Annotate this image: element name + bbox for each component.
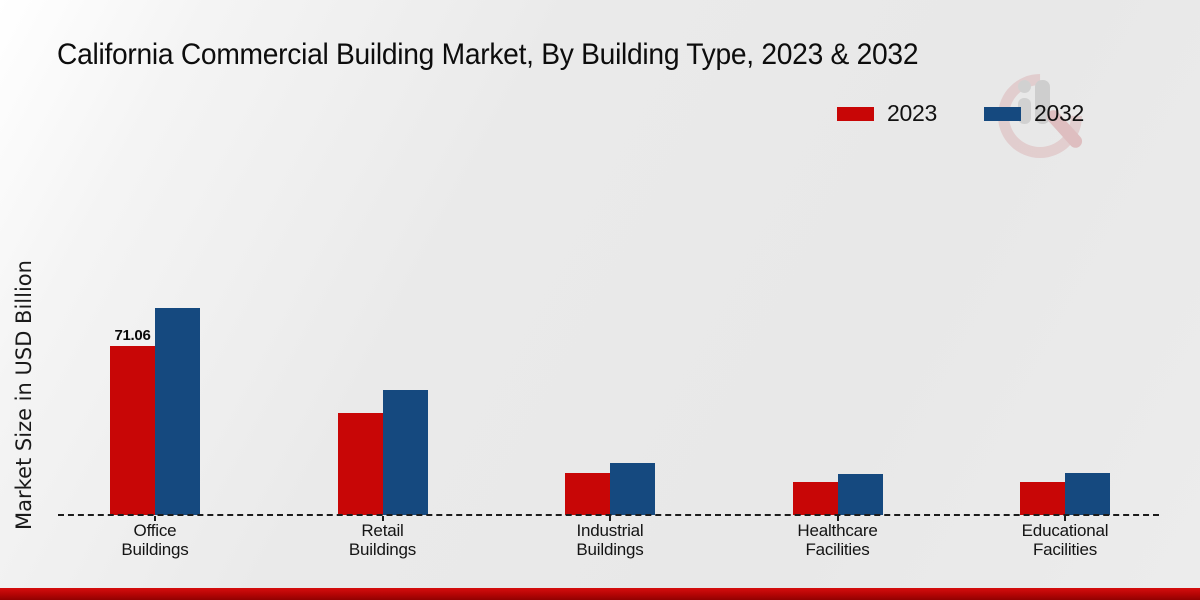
legend-swatch-2032-icon <box>983 106 1021 121</box>
legend-swatch-2023-icon <box>837 106 874 121</box>
x-axis-label-educational-facilities: Educational Facilities <box>1021 521 1109 559</box>
x-axis-tick-educational-facilities <box>1064 516 1066 521</box>
bar-2023-healthcare-facilities <box>792 482 838 515</box>
bar-2032-office-buildings <box>155 308 200 515</box>
brand-watermark-logo <box>980 56 1100 176</box>
chart-title: California Commercial Building Market, B… <box>57 38 919 71</box>
bottom-red-strip <box>0 588 1200 600</box>
legend-item-2023: 2023 <box>837 100 937 127</box>
x-axis-label-industrial-buildings: Industrial Buildings <box>576 521 644 559</box>
x-axis-tick-healthcare-facilities <box>836 516 839 521</box>
watermark-short-bar-icon <box>1018 98 1031 124</box>
legend: 2023 2032 <box>837 100 1084 127</box>
watermark-tall-bar-icon <box>1035 80 1050 124</box>
bar-2032-educational-facilities <box>1065 473 1110 515</box>
x-axis-baseline <box>58 514 1159 516</box>
legend-label-2023: 2023 <box>887 100 937 126</box>
x-axis-label-retail-buildings: Retail Buildings <box>348 521 417 559</box>
bar-2023-industrial-buildings <box>565 473 610 515</box>
x-axis-label-office-buildings: Office Buildings <box>121 521 189 559</box>
watermark-dot-icon <box>1018 80 1031 93</box>
bar-2032-healthcare-facilities <box>837 474 883 515</box>
x-axis-tick-office-buildings <box>154 516 156 521</box>
x-axis-tick-retail-buildings <box>381 516 384 521</box>
legend-label-2032: 2032 <box>1033 100 1084 126</box>
x-axis-label-healthcare-facilities: Healthcare Facilities <box>797 521 878 559</box>
legend-item-2032: 2032 <box>983 100 1084 127</box>
bar-2023-retail-buildings <box>337 413 383 515</box>
bar-value-label: 71.06 <box>114 327 151 344</box>
x-axis-tick-industrial-buildings <box>609 516 611 521</box>
bar-2023-educational-facilities <box>1020 482 1065 515</box>
bar-2032-industrial-buildings <box>610 463 655 515</box>
bar-2023-office-buildings <box>110 346 155 515</box>
bar-2032-retail-buildings <box>382 390 428 515</box>
